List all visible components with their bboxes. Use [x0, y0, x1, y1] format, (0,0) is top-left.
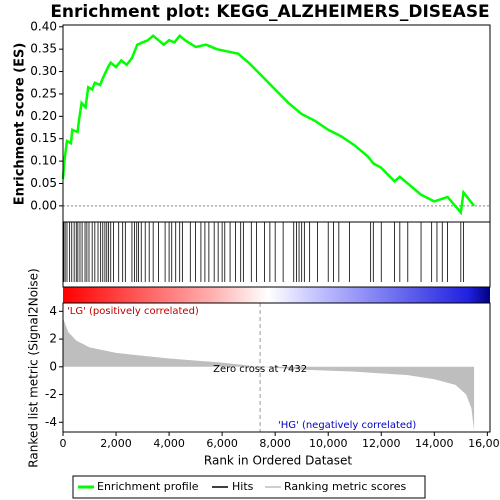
panel-frame: [62, 221, 491, 288]
y-tick-label: 0.15: [30, 131, 57, 145]
y-tick-label: -2: [45, 387, 57, 401]
y-tick-label: 0: [49, 359, 57, 373]
y-tick-label: 0.25: [30, 86, 57, 100]
y-tick-label: 0.00: [30, 198, 57, 212]
x-tick-label: 2,000: [100, 437, 132, 450]
x-tick-label: 10,000: [309, 437, 348, 450]
y-tick-label: 2: [49, 332, 57, 346]
y-tick-label: 0.10: [30, 154, 57, 168]
x-axis-label: Rank in Ordered Dataset: [204, 454, 352, 468]
y-tick-label: 0.40: [30, 19, 57, 33]
x-tick-label: 12,000: [362, 437, 401, 450]
panel-frame: [62, 302, 491, 433]
es-line: [61, 33, 476, 216]
x-tick-label: 16,000: [468, 437, 500, 450]
annotation: 'LG' (positively correlated): [67, 306, 199, 317]
y-axis-label: Ranked list metric (Signal2Noise): [27, 268, 41, 467]
x-tick-label: 14,000: [415, 437, 454, 450]
legend-label: Enrichment profile: [97, 480, 199, 493]
y-tick-label: 0.30: [30, 64, 57, 78]
y-tick-label: 4: [49, 304, 57, 318]
panel-frame: [62, 24, 491, 223]
y-axis-label: Enrichment score (ES): [13, 43, 28, 206]
legend-label: Ranking metric scores: [284, 480, 406, 493]
y-tick-label: 0.35: [30, 42, 57, 56]
y-tick-label: 0.20: [30, 109, 57, 123]
x-tick-label: 0: [60, 437, 67, 450]
y-tick-label: 0.05: [30, 176, 57, 190]
y-tick-label: -4: [45, 415, 57, 429]
legend: Enrichment profile Hits Ranking metric s…: [72, 475, 426, 499]
chart-title: Enrichment plot: KEGG_ALZHEIMERS_DISEASE: [50, 2, 489, 22]
x-tick-label: 6,000: [206, 437, 238, 450]
legend-box: [72, 475, 426, 499]
color-bar: [63, 287, 490, 303]
zero-cross-label: Zero cross at 7432: [213, 364, 307, 375]
x-tick-label: 4,000: [153, 437, 185, 450]
legend-label: Hits: [232, 480, 254, 493]
annotation: 'HG' (negatively correlated): [278, 420, 416, 431]
x-tick-label: 8,000: [259, 437, 291, 450]
